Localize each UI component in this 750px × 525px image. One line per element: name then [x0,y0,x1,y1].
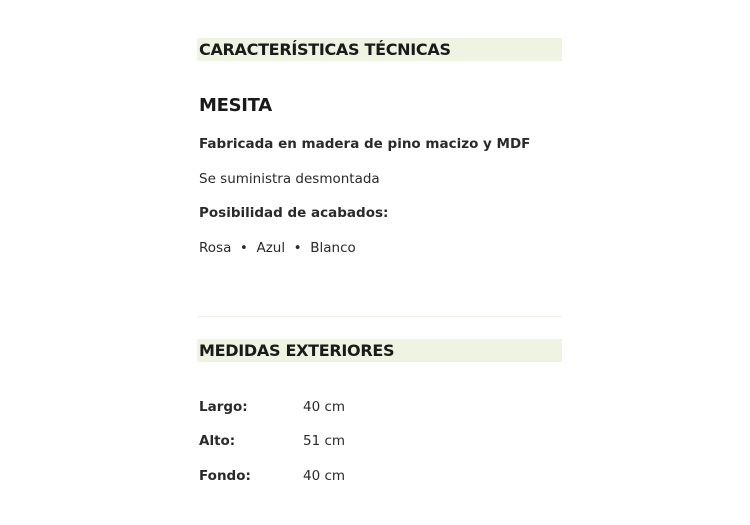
measure-label-alto: Alto: [199,433,236,449]
finishes-list: Rosa • Azul • Blanco [199,240,356,256]
section-header-band [197,339,562,362]
measure-value-largo: 40 cm [303,399,346,415]
material-text: Fabricada en madera de pino macizo y MDF [199,136,531,152]
measure-value-alto: 51 cm [303,433,346,449]
section-title-measures: MEDIDAS EXTERIORES [199,341,395,360]
section-title-technical: CARACTERÍSTICAS TÉCNICAS [199,40,451,59]
section-divider [197,316,562,317]
supply-text: Se suministra desmontada [199,171,380,187]
measure-label-largo: Largo: [199,399,248,415]
section-header-band [197,38,562,61]
measure-value-fondo: 40 cm [303,468,346,484]
product-name: MESITA [199,95,272,116]
measure-label-fondo: Fondo: [199,468,251,484]
finishes-label: Posibilidad de acabados: [199,205,389,221]
